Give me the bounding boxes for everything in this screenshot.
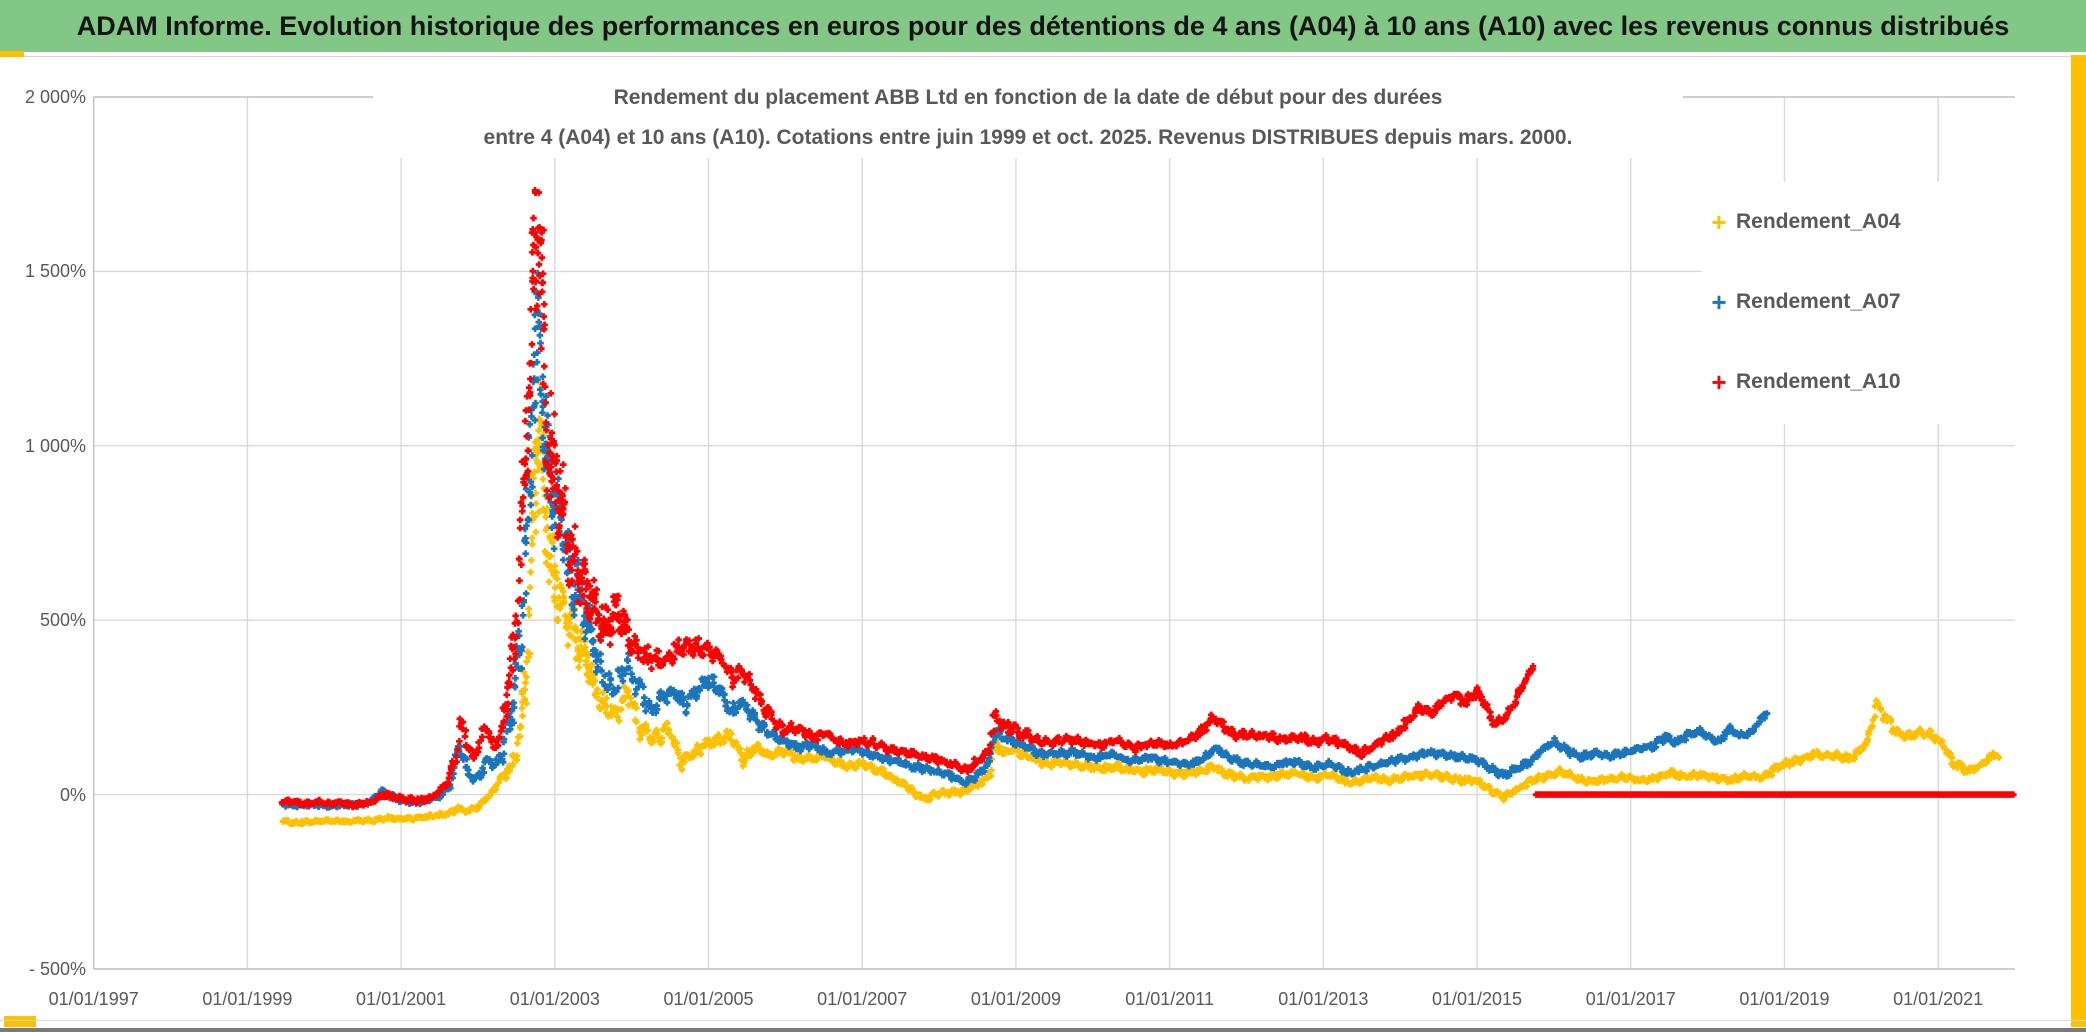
y-axis-tick-label: - 500% [28, 959, 86, 979]
x-axis-tick-label: 01/01/2011 [1125, 989, 1214, 1009]
x-axis-tick-label: 01/01/2017 [1585, 989, 1676, 1009]
gold-accent-top-left [0, 51, 24, 57]
y-axis-tick-label: 500% [39, 610, 86, 631]
header-banner: ADAM Informe. Evolution historique des p… [0, 0, 2086, 52]
gold-accent-bottom-left [4, 1016, 36, 1027]
legend-item-rendement_a07[interactable]: + Rendement_A07 [1702, 285, 2016, 319]
bottom-divider [0, 1020, 2086, 1021]
x-axis-tick-label: 01/01/1997 [48, 989, 139, 1009]
legend-item-rendement_a10[interactable]: + Rendement_A10 [1702, 365, 2016, 399]
x-axis-tick-label: 01/01/2009 [970, 989, 1061, 1009]
y-axis-tick-label: 2 000% [24, 87, 86, 107]
legend-label: Rendement_A04 [1736, 210, 1901, 233]
y-axis-tick-label: 1 500% [24, 261, 86, 282]
header-divider [0, 56, 2086, 57]
legend-item-rendement_a04[interactable]: + Rendement_A04 [1702, 205, 2016, 239]
x-axis-tick-label: 01/01/2001 [356, 989, 447, 1009]
x-axis-tick-label: 01/01/2005 [663, 989, 754, 1009]
legend-marker-icon: + [1711, 287, 1727, 317]
legend-label: Rendement_A10 [1736, 370, 1901, 393]
x-axis-tick-label: 01/01/2019 [1739, 989, 1830, 1009]
legend-marker-icon: + [1711, 207, 1727, 237]
y-axis-tick-label: 1 000% [24, 435, 86, 456]
x-axis-tick-label: 01/01/1999 [202, 989, 293, 1009]
y-axis-tick-label: 0% [59, 784, 86, 805]
series-rendement_a10[interactable] [278, 187, 2017, 811]
chart-legend: + Rendement_A04 + Rendement_A07 + Rendement_A… [1702, 182, 2016, 424]
gold-accent-right-bar [2071, 55, 2086, 1027]
window-bottom-edge [0, 1028, 2086, 1032]
legend-label: Rendement_A07 [1736, 290, 1901, 313]
x-axis-tick-label: 01/01/2007 [817, 989, 908, 1009]
chart-title-line2: entre 4 (A04) et 10 ans (A10). Cotations… [483, 126, 1573, 149]
x-axis-tick-label: 01/01/2003 [509, 989, 600, 1009]
x-axis-tick-label: 01/01/2015 [1431, 989, 1523, 1009]
legend-marker-icon: + [1711, 367, 1727, 397]
chart-title-line1: Rendement du placement ABB Ltd en foncti… [613, 86, 1443, 109]
x-axis-tick-label: 01/01/2021 [1893, 989, 1984, 1009]
x-axis-tick-label: 01/01/2013 [1278, 989, 1369, 1009]
chart-title: Rendement du placement ABB Ltd en foncti… [373, 78, 1683, 158]
